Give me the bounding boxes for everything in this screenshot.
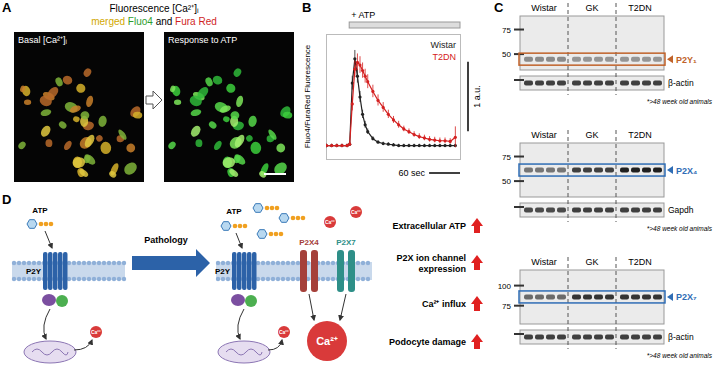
svg-text:P2Y₁: P2Y₁	[676, 55, 697, 65]
svg-text:75: 75	[502, 26, 511, 35]
svg-text:Wistar: Wistar	[431, 40, 457, 50]
svg-text:Ca²⁺ influx: Ca²⁺ influx	[422, 299, 466, 309]
svg-text:Basal [Ca²⁺]ᵢ: Basal [Ca²⁺]ᵢ	[18, 35, 67, 45]
svg-text:*>48 week old animals: *>48 week old animals	[647, 225, 713, 232]
svg-text:T2DN: T2DN	[628, 257, 652, 267]
svg-text:GK: GK	[585, 130, 598, 140]
svg-text:T2DN: T2DN	[628, 130, 652, 140]
svg-text:β-actin: β-actin	[668, 332, 694, 342]
svg-text:T2DN: T2DN	[628, 3, 652, 13]
svg-text:50: 50	[502, 177, 511, 186]
svg-text:Wistar: Wistar	[531, 3, 557, 13]
svg-text:T2DN: T2DN	[432, 52, 456, 62]
svg-text:P2X₇: P2X₇	[676, 292, 697, 302]
svg-text:*>48 week old animals: *>48 week old animals	[647, 98, 713, 105]
svg-text:Wistar: Wistar	[531, 257, 557, 267]
svg-text:D: D	[2, 192, 11, 207]
svg-text:Ca²⁺: Ca²⁺	[91, 329, 101, 335]
svg-text:P2X4: P2X4	[299, 238, 319, 247]
svg-text:100: 100	[498, 282, 512, 291]
svg-text:GK: GK	[585, 257, 598, 267]
svg-text:P2Y: P2Y	[26, 267, 42, 276]
svg-text:B: B	[302, 0, 311, 15]
svg-text:*>48 week old animals: *>48 week old animals	[647, 352, 713, 359]
svg-text:ATP: ATP	[32, 206, 48, 215]
svg-text:Response to ATP: Response to ATP	[168, 35, 237, 45]
svg-text:A: A	[2, 0, 12, 15]
svg-text:Ca²⁺: Ca²⁺	[279, 329, 289, 335]
svg-text:Gapdh: Gapdh	[668, 205, 694, 215]
svg-text:75: 75	[502, 302, 511, 311]
svg-text:C: C	[494, 0, 504, 15]
svg-text:Podocyte damage: Podocyte damage	[389, 337, 466, 347]
svg-text:ATP: ATP	[226, 207, 242, 216]
svg-text:Fluo4/FuraRed Fluorescence: Fluo4/FuraRed Fluorescence	[303, 44, 312, 148]
svg-text:50: 50	[502, 50, 511, 59]
svg-text:P2X7: P2X7	[336, 238, 356, 247]
svg-text:GK: GK	[585, 3, 598, 13]
svg-text:Ca²⁺: Ca²⁺	[325, 219, 335, 225]
svg-text:75: 75	[502, 153, 511, 162]
svg-text:Ca²⁺: Ca²⁺	[316, 335, 338, 347]
svg-text:expression: expression	[418, 264, 466, 274]
svg-text:P2X₄: P2X₄	[676, 166, 697, 176]
svg-text:merged Fluo4 and Fura Red: merged Fluo4 and Fura Red	[91, 16, 217, 27]
svg-text:+ ATP: + ATP	[351, 10, 375, 20]
svg-text:1 a.u.: 1 a.u.	[472, 85, 482, 108]
svg-text:Extracellular ATP: Extracellular ATP	[392, 221, 466, 231]
svg-text:60 sec: 60 sec	[399, 168, 426, 178]
svg-text:Fluorescence [Ca²⁺]ᵢ: Fluorescence [Ca²⁺]ᵢ	[109, 3, 198, 14]
svg-text:Ca²⁺: Ca²⁺	[351, 209, 361, 215]
svg-text:P2Y: P2Y	[215, 267, 231, 276]
svg-text:Pathology: Pathology	[144, 235, 188, 245]
svg-text:β-actin: β-actin	[668, 78, 694, 88]
svg-text:Wistar: Wistar	[531, 130, 557, 140]
svg-text:P2X ion channel: P2X ion channel	[396, 253, 466, 263]
